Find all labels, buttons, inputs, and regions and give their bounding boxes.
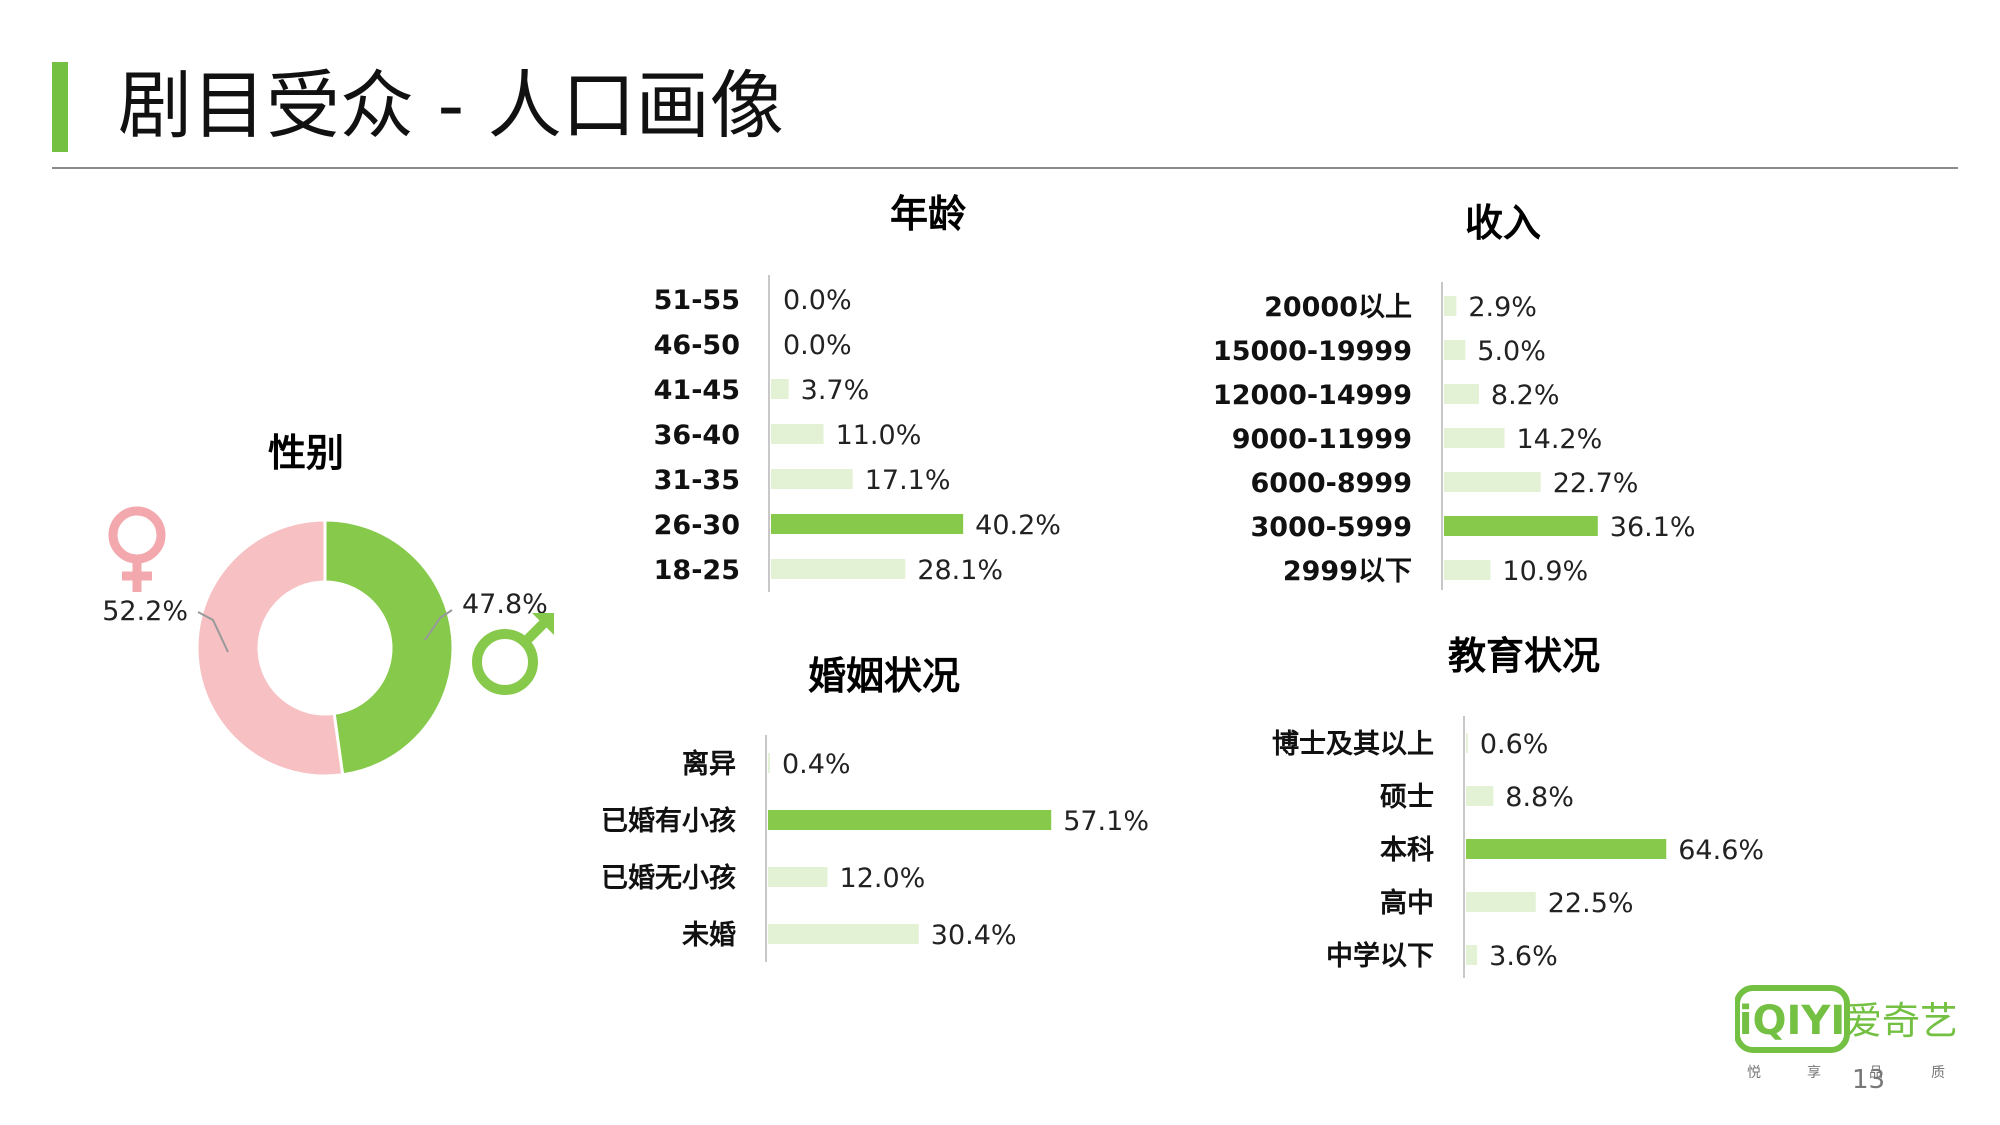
marital-value-label: 57.1% [1063, 806, 1149, 837]
age-value-label: 3.7% [801, 375, 870, 406]
marital-value-label: 0.4% [782, 749, 851, 780]
male-slice [323, 518, 455, 777]
income-bar [1444, 516, 1598, 536]
marital-bar [768, 810, 1052, 830]
male-symbol-shaft [521, 617, 550, 646]
age-category-label: 41-45 [654, 375, 740, 406]
income-bar [1444, 296, 1457, 316]
logo-brand-name: 爱奇艺 [1844, 999, 1955, 1043]
age-category-label: 26-30 [654, 510, 740, 541]
income-category-label: 12000-14999 [1213, 380, 1412, 411]
male-symbol-arrowhead [532, 613, 554, 635]
age-category-label: 31-35 [654, 465, 740, 496]
marital-value-label: 30.4% [931, 920, 1017, 951]
age-bar-chart: 51-55 0.0% 46-50 0.0% 41-45 3.7% 36-40 11.0% 31-… [654, 275, 1061, 592]
income-value-label: 22.7% [1553, 468, 1639, 499]
education-bar [1466, 945, 1478, 965]
education-value-label: 64.6% [1678, 835, 1764, 866]
logo-tagline-1: 悦 [1747, 1065, 1761, 1081]
female-slice [195, 518, 345, 778]
education-category-label: 本科 [1380, 835, 1434, 866]
income-value-label: 14.2% [1516, 424, 1602, 455]
gender-donut-chart: 47.8% 52.2% [102, 506, 554, 778]
logo-tagline-2: 享 [1807, 1064, 1821, 1081]
iqiyi-logo: iQIYI 爱奇艺 悦 享 品 质 [1735, 985, 1955, 1081]
male-symbol-ring [472, 629, 538, 695]
age-value-label: 11.0% [836, 420, 922, 451]
income-bar-chart: 20000以上 2.9% 15000-19999 5.0% 12000-14999 8.2… [1213, 282, 1696, 590]
education-bar [1466, 733, 1468, 753]
age-category-label: 46-50 [654, 330, 740, 361]
education-chart-title: 教育状况 [1448, 634, 1601, 678]
education-bar [1466, 786, 1494, 806]
education-value-label: 22.5% [1548, 888, 1634, 919]
marital-category-label: 离异 [682, 748, 736, 780]
marital-bar [768, 924, 919, 944]
female-symbol-icon [108, 506, 166, 592]
education-category-label: 高中 [1380, 887, 1434, 919]
income-value-label: 8.2% [1491, 380, 1560, 411]
income-value-label: 2.9% [1468, 292, 1537, 323]
income-value-label: 5.0% [1477, 336, 1546, 367]
age-value-label: 40.2% [975, 510, 1061, 541]
education-bar [1466, 839, 1667, 859]
age-category-label: 18-25 [654, 555, 740, 586]
age-value-label: 0.0% [783, 330, 852, 361]
education-bar [1466, 892, 1536, 912]
income-bar [1444, 340, 1466, 360]
income-category-label: 6000-8999 [1251, 468, 1413, 499]
marital-chart-title: 婚姻状况 [808, 654, 961, 698]
income-value-label: 36.1% [1610, 512, 1696, 543]
income-bar [1444, 384, 1479, 404]
age-value-label: 17.1% [865, 465, 951, 496]
age-value-label: 28.1% [917, 555, 1003, 586]
income-chart-title: 收入 [1465, 201, 1542, 245]
male-symbol-icon [472, 613, 554, 695]
income-bar [1444, 560, 1491, 580]
age-bar [771, 559, 906, 579]
education-bar-chart: 博士及其以上 0.6% 硕士 8.8% 本科 64.6% 高中 22.5% 中学以下 3.6% [1272, 716, 1764, 978]
male-percent-label: 47.8% [462, 589, 548, 620]
marital-category-label: 已婚无小孩 [601, 862, 736, 894]
education-value-label: 0.6% [1480, 729, 1549, 760]
gender-chart-title: 性别 [268, 431, 345, 475]
age-category-label: 36-40 [654, 420, 740, 451]
age-bar [771, 424, 824, 444]
education-value-label: 3.6% [1489, 941, 1558, 972]
education-category-label: 中学以下 [1326, 940, 1434, 972]
age-chart-title: 年龄 [890, 192, 967, 236]
logo-mark-text: iQIYI [1739, 998, 1845, 1044]
income-category-label: 9000-11999 [1232, 424, 1412, 455]
female-percent-label: 52.2% [102, 596, 188, 627]
logo-tagline-3: 品 [1869, 1065, 1883, 1081]
income-category-label: 3000-5999 [1251, 512, 1413, 543]
age-value-label: 0.0% [783, 285, 852, 316]
page-title: 剧目受众 - 人口画像 [118, 63, 784, 149]
age-bar [771, 514, 964, 534]
education-value-label: 8.8% [1505, 782, 1574, 813]
income-category-label: 15000-19999 [1213, 336, 1412, 367]
marital-bar [768, 753, 770, 773]
income-bar [1444, 472, 1541, 492]
title-accent-bar [52, 62, 68, 152]
education-category-label: 博士及其以上 [1272, 728, 1434, 760]
education-category-label: 硕士 [1380, 782, 1434, 813]
female-leader-line [197, 611, 229, 653]
income-category-label: 2999以下 [1283, 556, 1412, 587]
marital-category-label: 未婚 [682, 920, 736, 951]
income-value-label: 10.9% [1502, 556, 1588, 587]
marital-bar [768, 867, 828, 887]
age-category-label: 51-55 [654, 285, 740, 316]
marital-value-label: 12.0% [840, 863, 926, 894]
male-leader-line [424, 609, 453, 641]
marital-bar-chart: 离异 0.4% 已婚有小孩 57.1% 已婚无小孩 12.0% 未婚 30.4% [601, 735, 1149, 962]
income-category-label: 20000以上 [1264, 292, 1412, 323]
age-bar [771, 379, 789, 399]
income-bar [1444, 428, 1505, 448]
page-number: 13 [1852, 1065, 1886, 1095]
logo-tagline-4: 质 [1931, 1065, 1945, 1081]
title-divider [52, 167, 1958, 169]
age-bar [771, 469, 853, 489]
marital-category-label: 已婚有小孩 [601, 805, 736, 837]
